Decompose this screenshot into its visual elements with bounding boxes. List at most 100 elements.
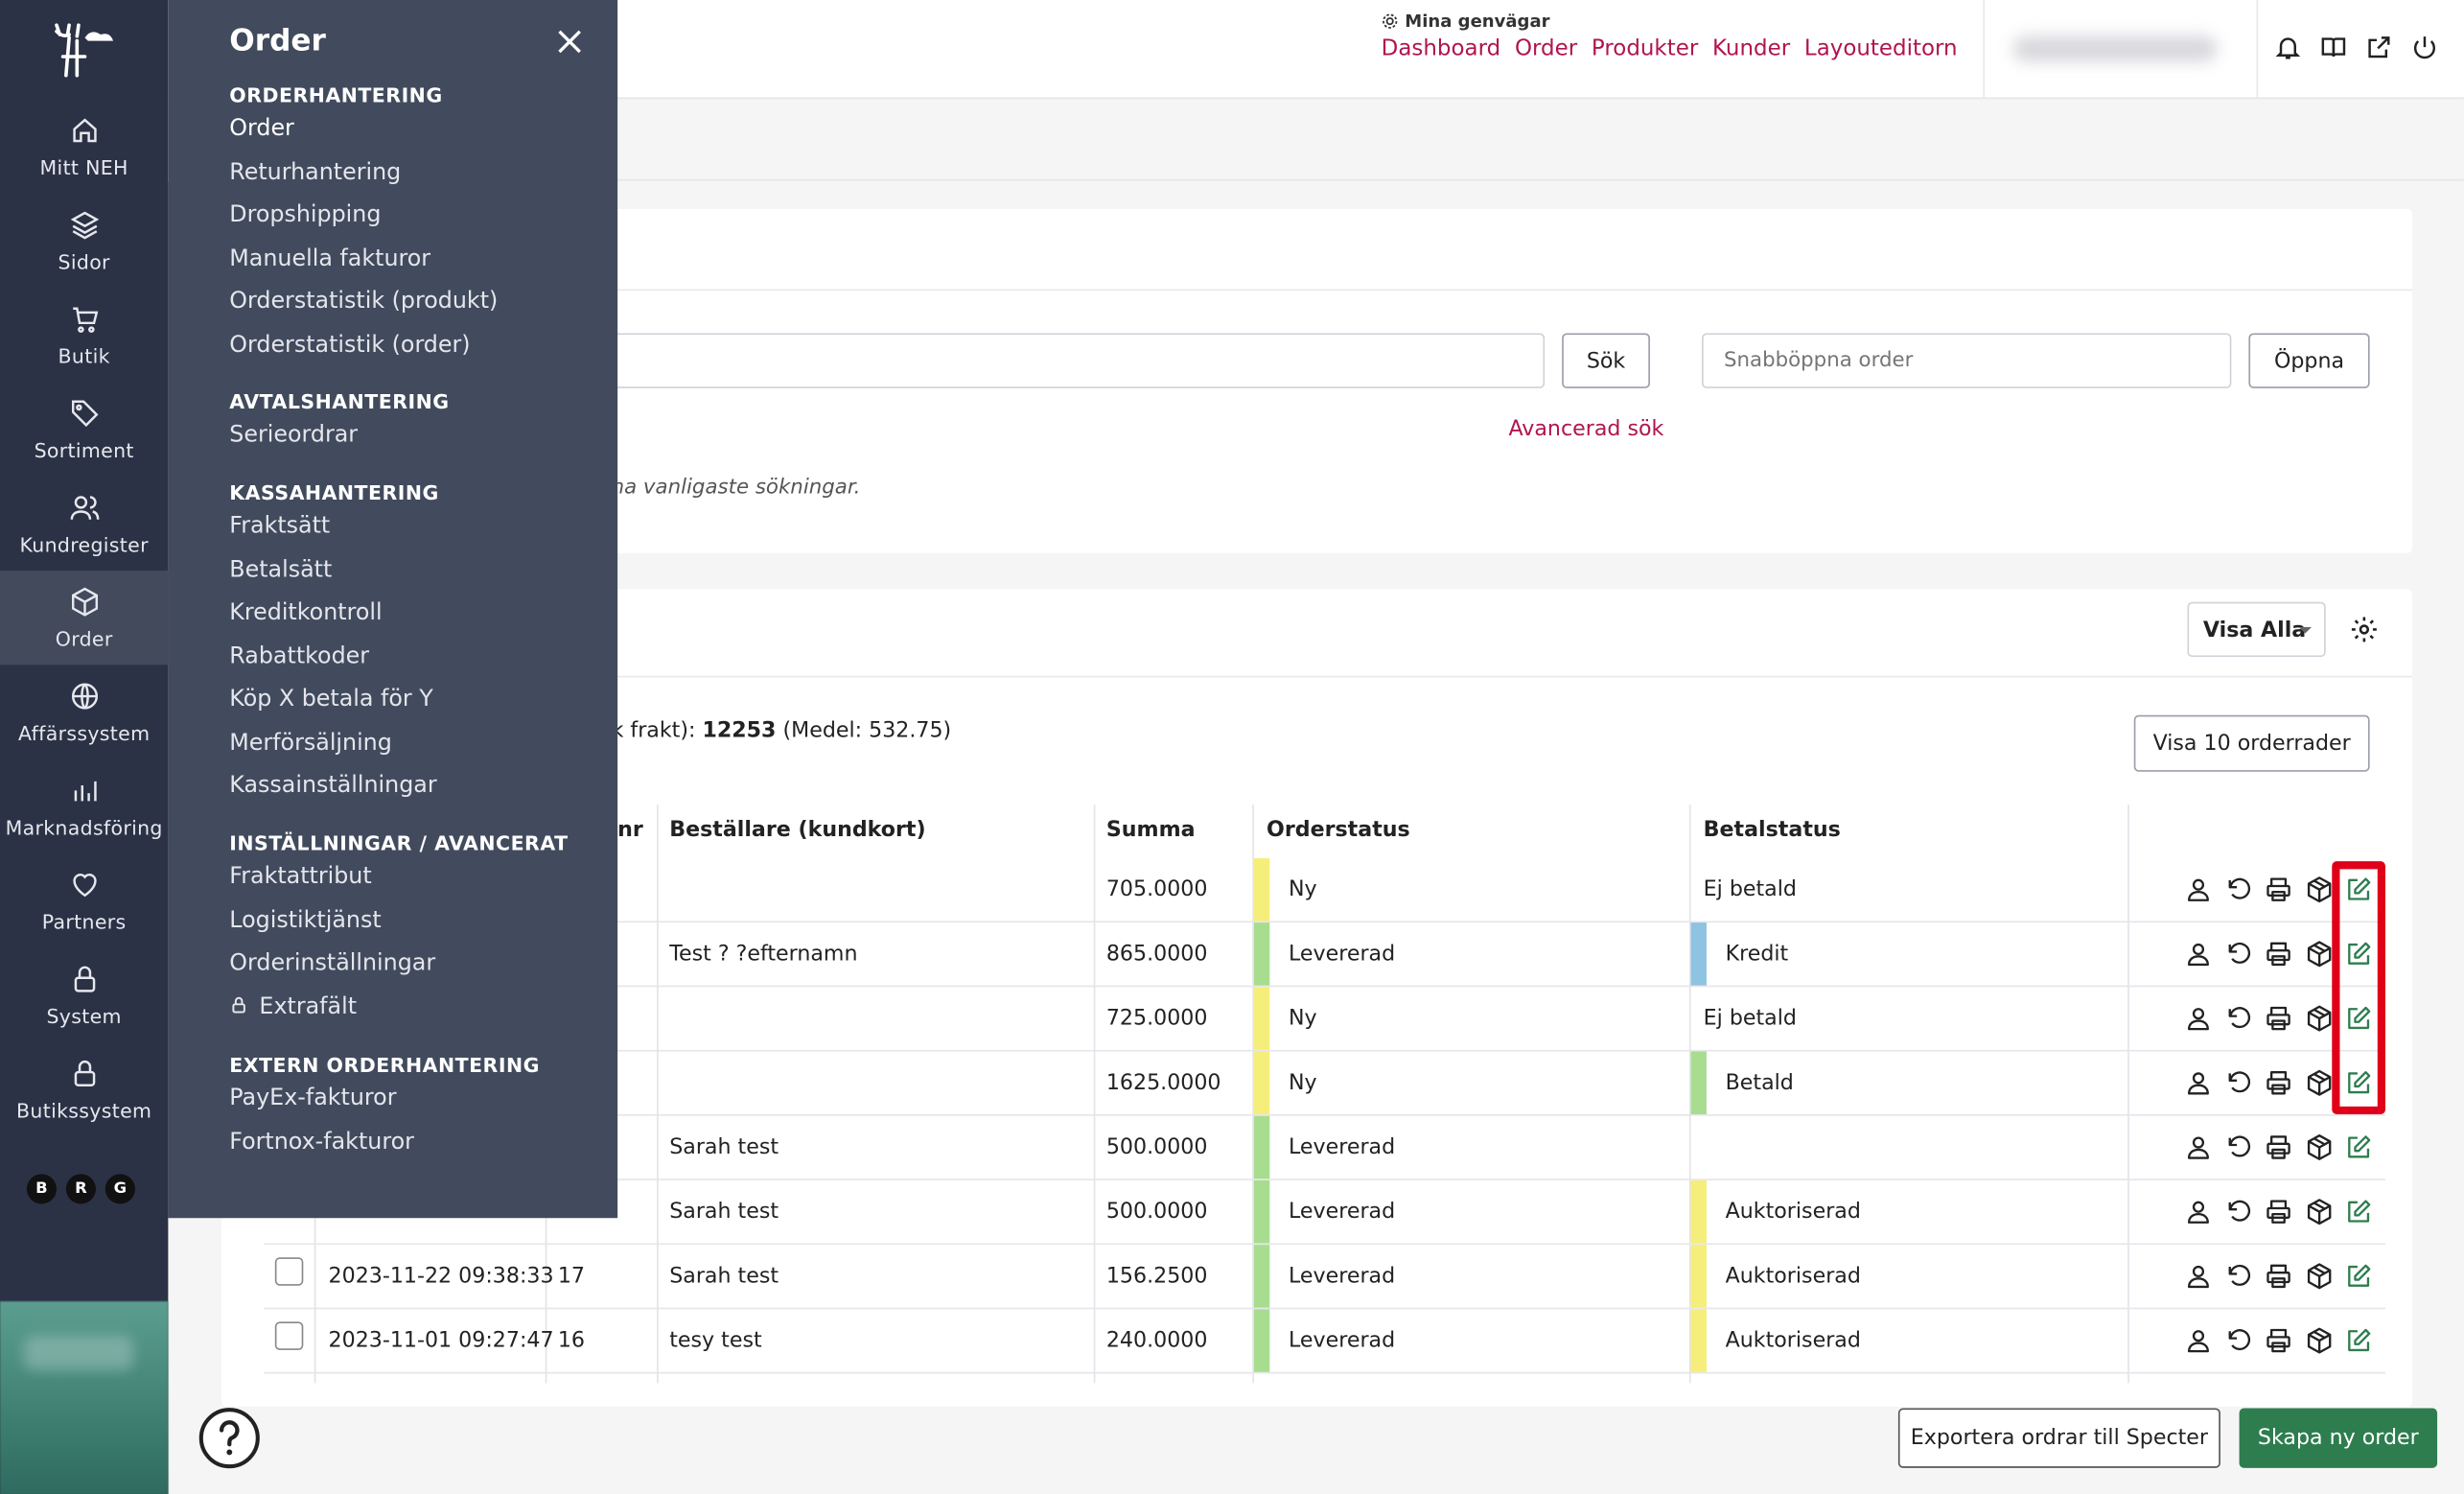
print-icon[interactable] <box>2265 1326 2293 1355</box>
edit-icon[interactable] <box>2344 940 2373 969</box>
drawer-item-returhantering[interactable]: Returhantering <box>229 159 401 184</box>
settings-gear-icon[interactable] <box>2349 615 2379 644</box>
rail-item-butik[interactable]: Butik <box>0 288 168 382</box>
rail-item-aff-rssystem[interactable]: Affärssystem <box>0 665 168 759</box>
rail-item-kundregister[interactable]: Kundregister <box>0 477 168 571</box>
drawer-item-fraktattribut[interactable]: Fraktattribut <box>229 864 371 889</box>
package-icon[interactable] <box>2305 1262 2334 1291</box>
filter-select[interactable]: Visa Alla <box>2187 601 2326 658</box>
book-icon[interactable] <box>2319 33 2348 61</box>
rail-item-sidor[interactable]: Sidor <box>0 194 168 288</box>
edit-icon[interactable] <box>2344 875 2373 904</box>
undo-icon[interactable] <box>2224 1262 2253 1291</box>
rail-item-order[interactable]: Order <box>0 570 169 665</box>
user-icon[interactable] <box>2184 1198 2213 1226</box>
drawer-item-rabattkoder[interactable]: Rabattkoder <box>229 643 369 668</box>
user-icon[interactable] <box>2184 1326 2213 1355</box>
edit-icon[interactable] <box>2344 1133 2373 1162</box>
edit-icon[interactable] <box>2344 1069 2373 1098</box>
shortcut-kunder[interactable]: Kunder <box>1712 35 1791 61</box>
customer-name[interactable]: Sarah test <box>669 1134 779 1160</box>
quick-open-input[interactable] <box>1702 333 2232 388</box>
create-order-button[interactable]: Skapa ny order <box>2239 1408 2438 1468</box>
drawer-item-extraf-lt[interactable]: Extrafält <box>229 994 357 1019</box>
advanced-search-link[interactable]: Avancerad sök <box>1508 416 1664 442</box>
row-checkbox[interactable] <box>274 1321 304 1350</box>
drawer-item-kreditkontroll[interactable]: Kreditkontroll <box>229 600 382 625</box>
print-icon[interactable] <box>2265 1004 2293 1033</box>
drawer-item-fortnox-fakturor[interactable]: Fortnox-fakturor <box>229 1130 414 1155</box>
bell-icon[interactable] <box>2274 33 2303 61</box>
external-link-icon[interactable] <box>2365 33 2394 61</box>
undo-icon[interactable] <box>2224 875 2253 904</box>
user-icon[interactable] <box>2184 1133 2213 1162</box>
badge-r[interactable]: R <box>65 1174 96 1204</box>
drawer-item-k-p-x-betala-f-r-y[interactable]: Köp X betala för Y <box>229 687 432 712</box>
export-specter-button[interactable]: Exportera ordrar till Specter <box>1897 1408 2220 1468</box>
package-icon[interactable] <box>2305 875 2334 904</box>
shortcut-order[interactable]: Order <box>1514 35 1578 61</box>
rail-item-mitt-neh[interactable]: Mitt NEH <box>0 99 168 193</box>
rail-item-butikssystem[interactable]: Butikssystem <box>0 1042 168 1136</box>
undo-icon[interactable] <box>2224 1326 2253 1355</box>
shortcut-dashboard[interactable]: Dashboard <box>1381 35 1501 61</box>
close-icon[interactable] <box>556 29 583 56</box>
drawer-item-frakts-tt[interactable]: Fraktsätt <box>229 514 330 539</box>
undo-icon[interactable] <box>2224 940 2253 969</box>
package-icon[interactable] <box>2305 1133 2334 1162</box>
package-icon[interactable] <box>2305 940 2334 969</box>
rail-item-marknadsf-ring[interactable]: Marknadsföring <box>0 759 168 853</box>
show-order-rows-button[interactable]: Visa 10 orderrader <box>2133 714 2370 772</box>
drawer-item-merf-rs-ljning[interactable]: Merförsäljning <box>229 730 392 755</box>
shortcut-produkter[interactable]: Produkter <box>1591 35 1699 61</box>
drawer-item-payex-fakturor[interactable]: PayEx-fakturor <box>229 1086 396 1111</box>
row-checkbox[interactable] <box>274 1257 304 1286</box>
drawer-item-order[interactable]: Order <box>229 116 294 141</box>
user-icon[interactable] <box>2184 1004 2213 1033</box>
open-button[interactable]: Öppna <box>2248 333 2370 388</box>
print-icon[interactable] <box>2265 1262 2293 1291</box>
rail-item-partners[interactable]: Partners <box>0 853 168 947</box>
print-icon[interactable] <box>2265 1133 2293 1162</box>
customer-name[interactable]: tesy test <box>669 1327 762 1354</box>
edit-icon[interactable] <box>2344 1004 2373 1033</box>
moose-logo-icon[interactable] <box>47 19 119 79</box>
drawer-item-kassainst-llningar[interactable]: Kassainställningar <box>229 773 436 798</box>
package-icon[interactable] <box>2305 1326 2334 1355</box>
badge-b[interactable]: B <box>26 1174 58 1204</box>
undo-icon[interactable] <box>2224 1004 2253 1033</box>
package-icon[interactable] <box>2305 1004 2334 1033</box>
shortcut-layouteditorn[interactable]: Layouteditorn <box>1803 35 1958 61</box>
drawer-item-dropshipping[interactable]: Dropshipping <box>229 202 381 227</box>
user-icon[interactable] <box>2184 940 2213 969</box>
package-icon[interactable] <box>2305 1198 2334 1226</box>
rail-item-system[interactable]: System <box>0 947 168 1041</box>
undo-icon[interactable] <box>2224 1198 2253 1226</box>
drawer-item-betals-tt[interactable]: Betalsätt <box>229 557 332 582</box>
edit-icon[interactable] <box>2344 1198 2373 1226</box>
user-icon[interactable] <box>2184 1262 2213 1291</box>
print-icon[interactable] <box>2265 1069 2293 1098</box>
drawer-item-manuella-fakturor[interactable]: Manuella fakturor <box>229 246 430 271</box>
power-icon[interactable] <box>2410 33 2439 61</box>
print-icon[interactable] <box>2265 940 2293 969</box>
help-icon[interactable] <box>198 1407 262 1470</box>
user-menu[interactable] <box>1983 0 2259 100</box>
edit-icon[interactable] <box>2344 1326 2373 1355</box>
edit-icon[interactable] <box>2344 1262 2373 1291</box>
package-icon[interactable] <box>2305 1069 2334 1098</box>
drawer-item-logistiktj-nst[interactable]: Logistiktjänst <box>229 908 381 933</box>
drawer-item-orderinst-llningar[interactable]: Orderinställningar <box>229 951 435 976</box>
user-icon[interactable] <box>2184 875 2213 904</box>
drawer-item-orderstatistik-order-[interactable]: Orderstatistik (order) <box>229 333 470 358</box>
badge-g[interactable]: G <box>105 1174 135 1204</box>
search-button[interactable]: Sök <box>1562 333 1650 388</box>
customer-name[interactable]: Sarah test <box>669 1263 779 1289</box>
undo-icon[interactable] <box>2224 1069 2253 1098</box>
print-icon[interactable] <box>2265 1198 2293 1226</box>
customer-name[interactable]: Sarah test <box>669 1199 779 1225</box>
print-icon[interactable] <box>2265 875 2293 904</box>
drawer-item-orderstatistik-produkt-[interactable]: Orderstatistik (produkt) <box>229 290 498 315</box>
undo-icon[interactable] <box>2224 1133 2253 1162</box>
drawer-item-serieordrar[interactable]: Serieordrar <box>229 423 358 448</box>
